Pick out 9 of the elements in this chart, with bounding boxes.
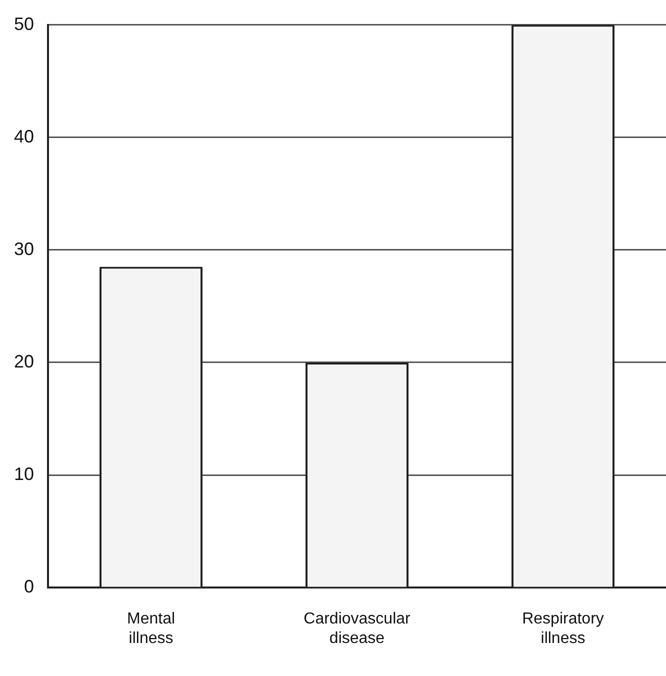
x-tick-label: Mental illness — [127, 610, 176, 647]
y-tick-label: 0 — [24, 576, 34, 597]
x-tick-label: Respiratory illness — [522, 610, 604, 647]
y-tick-label: 50 — [14, 14, 34, 34]
x-tick-label: Cardiovascular disease — [304, 610, 412, 647]
y-tick-label: 30 — [14, 238, 34, 259]
y-tick-label: 40 — [14, 126, 34, 146]
y-tick-label: 10 — [14, 464, 34, 484]
y-tick-label: 20 — [14, 351, 34, 372]
